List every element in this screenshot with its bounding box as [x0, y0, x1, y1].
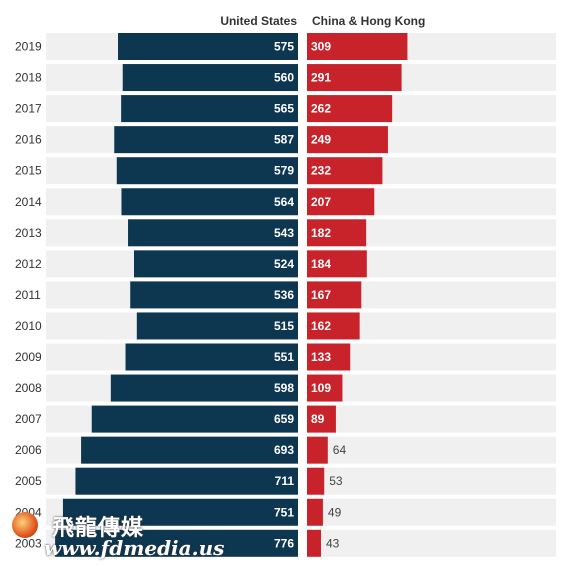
year-label-2012: 2012	[15, 257, 42, 271]
cn-value-label-2013: 182	[311, 226, 331, 240]
us-value-label-2012: 524	[274, 257, 294, 271]
cn-value-label-2017: 262	[311, 102, 331, 116]
us-value-label-2013: 543	[274, 226, 294, 240]
cn-value-label-2018: 291	[311, 71, 331, 85]
cn-bar-2004	[307, 498, 323, 526]
cn-value-label-2012: 184	[311, 257, 331, 271]
us-value-label-2008: 598	[274, 381, 294, 395]
us-bar-2011	[130, 281, 298, 309]
cn-bar-2014	[307, 188, 375, 216]
us-value-label-2004: 751	[274, 505, 294, 519]
cn-value-label-2009: 133	[311, 350, 331, 364]
row-background-right	[307, 467, 556, 495]
cn-value-label-2019: 309	[311, 40, 331, 54]
year-label-2007: 2007	[15, 412, 42, 426]
year-label-2013: 2013	[15, 226, 42, 240]
cn-bar-2015	[307, 157, 383, 185]
us-bar-2005	[75, 467, 298, 495]
us-value-label-2017: 565	[274, 102, 294, 116]
year-label-2017: 2017	[15, 102, 42, 116]
cn-bar-2018	[307, 64, 402, 92]
us-value-label-2006: 693	[274, 443, 294, 457]
watermark-url-text: www.fdmedia.us	[44, 536, 225, 560]
year-label-2015: 2015	[15, 164, 42, 178]
us-bar-2014	[121, 188, 298, 216]
cn-bar-2017	[307, 95, 393, 123]
us-value-label-2019: 575	[274, 40, 294, 54]
year-label-2018: 2018	[15, 71, 42, 85]
us-bar-2013	[128, 219, 298, 247]
us-bar-2019	[118, 33, 299, 60]
cn-bar-2012	[307, 250, 367, 278]
us-bar-2016	[114, 126, 298, 154]
year-label-2019: 2019	[15, 40, 42, 54]
us-value-label-2005: 711	[275, 474, 295, 488]
us-bar-2003	[55, 529, 298, 557]
cn-bar-2011	[307, 281, 362, 309]
us-value-label-2018: 560	[274, 71, 294, 85]
cn-value-label-2005: 53	[329, 474, 343, 488]
cn-value-label-2016: 249	[311, 133, 331, 147]
us-bar-2010	[136, 312, 298, 340]
row-background-right	[307, 498, 556, 526]
cn-bar-2005	[307, 467, 325, 495]
cn-bar-2019	[307, 33, 408, 60]
us-value-label-2015: 579	[274, 164, 294, 178]
us-value-label-2010: 515	[274, 319, 294, 333]
year-label-2011: 2011	[15, 288, 41, 302]
cn-bar-2016	[307, 126, 388, 154]
year-label-2003: 2003	[15, 536, 42, 550]
row-background-right	[307, 405, 556, 433]
year-label-2008: 2008	[15, 381, 42, 395]
us-value-label-2003: 776	[274, 536, 294, 550]
year-label-2006: 2006	[15, 443, 42, 457]
cn-value-label-2015: 232	[311, 164, 331, 178]
cn-value-label-2006: 64	[333, 443, 347, 457]
us-bar-2004	[62, 498, 299, 526]
cn-bar-2010	[307, 312, 360, 340]
us-value-label-2009: 551	[274, 350, 294, 364]
us-bar-2006	[81, 436, 298, 464]
us-bar-2015	[116, 157, 298, 185]
us-value-label-2016: 587	[274, 133, 294, 147]
cn-value-label-2010: 162	[311, 319, 331, 333]
us-bar-2007	[91, 405, 298, 433]
cn-value-label-2003: 43	[326, 536, 340, 550]
cn-value-label-2014: 207	[311, 195, 331, 209]
us-value-label-2011: 536	[274, 288, 294, 302]
year-label-2009: 2009	[15, 350, 42, 364]
us-value-label-2007: 659	[274, 412, 294, 426]
legend-united-states: United States	[220, 14, 297, 28]
year-label-2014: 2014	[15, 195, 42, 209]
row-background-right	[307, 436, 556, 464]
us-value-label-2014: 564	[274, 195, 294, 209]
cn-bar-2003	[307, 529, 321, 557]
us-bar-2009	[125, 343, 298, 371]
year-label-2005: 2005	[15, 474, 42, 488]
cn-bar-2008	[307, 374, 343, 402]
cn-bar-2013	[307, 219, 367, 247]
cn-bar-2007	[307, 405, 336, 433]
year-label-2016: 2016	[15, 133, 42, 147]
cn-bar-2009	[307, 343, 351, 371]
watermark-brand-text: 飛龍傳媒	[52, 515, 145, 541]
cn-value-label-2004: 49	[328, 505, 342, 519]
row-background-right	[307, 374, 556, 402]
cn-value-label-2007: 89	[311, 412, 325, 426]
us-bar-2012	[133, 250, 298, 278]
cn-value-label-2011: 167	[311, 288, 331, 302]
us-bar-2017	[121, 95, 298, 123]
us-bar-2008	[110, 374, 299, 402]
us-bar-2018	[122, 64, 298, 92]
row-background-right	[307, 529, 556, 557]
watermark-logo: 飛龍傳媒 www.fdmedia.us	[10, 508, 224, 560]
cn-value-label-2008: 109	[311, 381, 331, 395]
legend-china-hong-kong: China & Hong Kong	[312, 14, 426, 28]
year-label-2010: 2010	[15, 319, 42, 333]
cn-bar-2006	[307, 436, 328, 464]
watermark-emblem-icon	[12, 512, 38, 538]
